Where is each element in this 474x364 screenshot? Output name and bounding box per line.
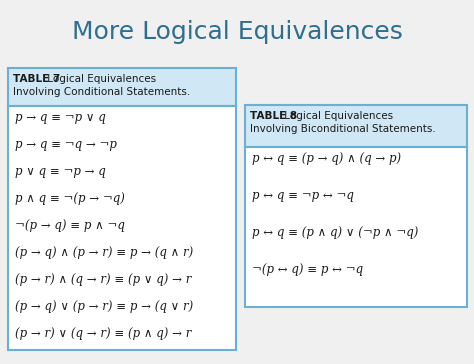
Text: More Logical Equivalences: More Logical Equivalences <box>72 20 402 44</box>
Text: p → q ≡ ¬q → ¬p: p → q ≡ ¬q → ¬p <box>15 138 117 151</box>
Bar <box>8 68 236 106</box>
Text: TABLE 8: TABLE 8 <box>250 111 297 121</box>
Text: (p → q) ∨ (p → r) ≡ p → (q ∨ r): (p → q) ∨ (p → r) ≡ p → (q ∨ r) <box>15 300 193 313</box>
Text: p ↔ q ≡ (p → q) ∧ (q → p): p ↔ q ≡ (p → q) ∧ (q → p) <box>252 152 401 165</box>
Text: p → q ≡ ¬p ∨ q: p → q ≡ ¬p ∨ q <box>15 111 106 124</box>
Text: Logical Equivalences: Logical Equivalences <box>45 74 156 84</box>
Text: ¬(p ↔ q) ≡ p ↔ ¬q: ¬(p ↔ q) ≡ p ↔ ¬q <box>252 263 363 276</box>
Text: TABLE 7: TABLE 7 <box>13 74 60 84</box>
Text: p ↔ q ≡ ¬p ↔ ¬q: p ↔ q ≡ ¬p ↔ ¬q <box>252 189 354 202</box>
Text: Involving Biconditional Statements.: Involving Biconditional Statements. <box>250 124 436 134</box>
Text: Logical Equivalences: Logical Equivalences <box>282 111 393 121</box>
Text: p ∧ q ≡ ¬(p → ¬q): p ∧ q ≡ ¬(p → ¬q) <box>15 192 125 205</box>
Bar <box>8 106 236 350</box>
Text: (p → r) ∧ (q → r) ≡ (p ∨ q) → r: (p → r) ∧ (q → r) ≡ (p ∨ q) → r <box>15 273 191 286</box>
Text: ¬(p → q) ≡ p ∧ ¬q: ¬(p → q) ≡ p ∧ ¬q <box>15 219 125 232</box>
Text: p ∨ q ≡ ¬p → q: p ∨ q ≡ ¬p → q <box>15 165 106 178</box>
Text: p ↔ q ≡ (p ∧ q) ∨ (¬p ∧ ¬q): p ↔ q ≡ (p ∧ q) ∨ (¬p ∧ ¬q) <box>252 226 419 239</box>
Bar <box>245 105 467 147</box>
Text: (p → r) ∨ (q → r) ≡ (p ∧ q) → r: (p → r) ∨ (q → r) ≡ (p ∧ q) → r <box>15 327 191 340</box>
Text: Involving Conditional Statements.: Involving Conditional Statements. <box>13 87 190 97</box>
Bar <box>245 147 467 307</box>
Text: (p → q) ∧ (p → r) ≡ p → (q ∧ r): (p → q) ∧ (p → r) ≡ p → (q ∧ r) <box>15 246 193 259</box>
